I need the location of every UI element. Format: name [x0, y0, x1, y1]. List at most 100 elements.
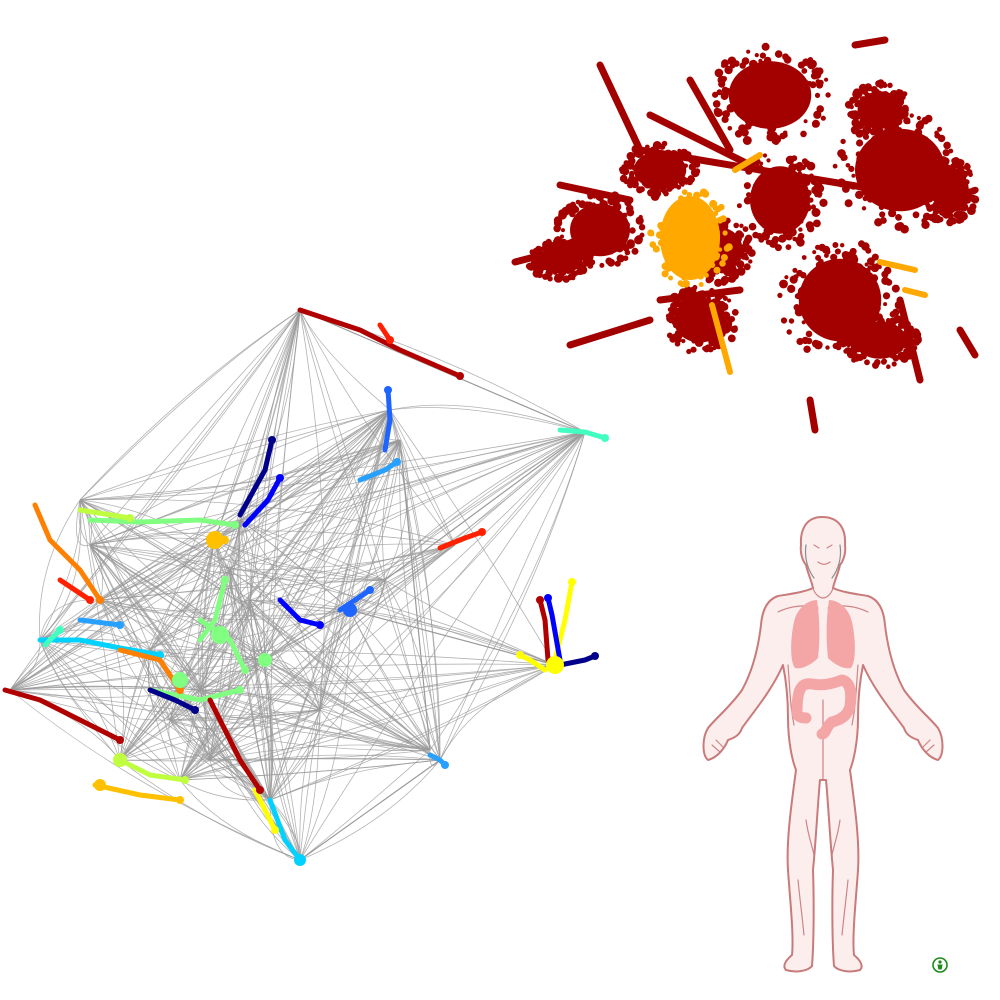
scatter-point [811, 324, 817, 329]
scatter-point [720, 92, 729, 100]
scatter-point [909, 150, 915, 156]
network-edge [89, 544, 271, 801]
scatter-point [837, 149, 846, 158]
scatter-point [774, 210, 780, 217]
network-edge [229, 409, 391, 571]
scatter-point [858, 299, 865, 306]
scatter-point [801, 107, 807, 113]
info-person-icon[interactable] [932, 957, 948, 973]
scatter-point [638, 214, 643, 220]
network-edge [89, 530, 456, 546]
network-edge [269, 709, 321, 801]
scatter-streak [686, 76, 734, 154]
scatter-point [803, 203, 812, 212]
scatter-point [898, 111, 904, 117]
scatter-point [589, 259, 596, 266]
scatter-point [702, 319, 709, 326]
network-edge [9, 639, 41, 691]
network-edge [199, 664, 556, 691]
scatter-point [669, 335, 677, 343]
network-edge [119, 539, 216, 761]
highlight-point [668, 212, 676, 220]
scatter-point [632, 166, 637, 171]
scatter-point [803, 119, 808, 124]
scatter-point [801, 79, 810, 88]
scatter-point [862, 133, 870, 140]
scatter-point [796, 165, 803, 172]
network-branch [277, 597, 323, 628]
scatter-point [598, 197, 604, 202]
scatter-point [932, 170, 941, 179]
network-edge [214, 431, 586, 541]
scatter-point [825, 92, 831, 98]
scatter-point [813, 110, 822, 119]
scatter-point [623, 160, 630, 166]
scatter-point [877, 79, 885, 86]
network-edge [148, 649, 181, 781]
scatter-point [790, 186, 795, 192]
scatter-point [900, 224, 909, 234]
scatter-point [865, 329, 870, 335]
scatter-point [941, 157, 950, 166]
network-edge [319, 579, 386, 711]
network-edge [39, 309, 301, 641]
scatter-point [624, 249, 631, 256]
scatter-point [763, 226, 772, 235]
scatter-point [625, 204, 634, 213]
network-edge [349, 609, 556, 666]
scatter-point [794, 208, 802, 217]
scatter-point [607, 248, 615, 255]
scatter-point [882, 337, 889, 343]
scatter-point [617, 221, 625, 228]
scatter-point [873, 199, 879, 204]
scatter-point [912, 162, 918, 168]
network-edge [199, 664, 556, 696]
network-node [116, 736, 124, 744]
scatter-point [746, 49, 751, 54]
scatter-point [883, 151, 888, 156]
scatter-point [728, 316, 736, 323]
scatter-point [879, 350, 886, 357]
scatter-point [820, 115, 826, 121]
scatter-point [893, 329, 899, 334]
scatter-point [877, 317, 885, 325]
scatter-point [828, 283, 836, 290]
scatter-point [959, 202, 969, 212]
network-edge [39, 409, 391, 641]
network-edge [229, 569, 431, 751]
scatter-point [743, 97, 751, 106]
network-edge [199, 431, 586, 691]
network-edge [89, 409, 391, 546]
scatter-point [686, 348, 692, 355]
network-edge [179, 664, 556, 781]
network-edge [79, 409, 391, 501]
network-edge [89, 439, 401, 546]
scatter-point [946, 189, 955, 198]
scatter-point [536, 271, 543, 279]
scatter-point [815, 184, 825, 193]
scatter-point [853, 322, 862, 331]
scatter-point [840, 260, 848, 268]
scatter-point [693, 333, 698, 338]
scatter-point [607, 210, 612, 215]
highlight-point [706, 263, 712, 269]
highlight-point [677, 280, 684, 286]
network-branch [2, 687, 123, 743]
scatter-point [616, 254, 625, 263]
scatter-point [911, 182, 918, 189]
network-edge [9, 431, 586, 691]
scatter-point [676, 161, 682, 167]
scatter-point [670, 302, 678, 310]
scatter-point [775, 73, 781, 78]
scatter-point [903, 156, 910, 162]
network-edge [249, 309, 301, 601]
network-edge [79, 309, 301, 501]
network-edge [384, 579, 441, 761]
scatter-point [576, 267, 585, 275]
scatter-point [774, 225, 782, 233]
scatter-point [639, 232, 645, 238]
scatter-point [847, 111, 854, 118]
scatter-point [875, 131, 884, 140]
network-edge [179, 409, 391, 781]
network-edge [199, 689, 431, 751]
